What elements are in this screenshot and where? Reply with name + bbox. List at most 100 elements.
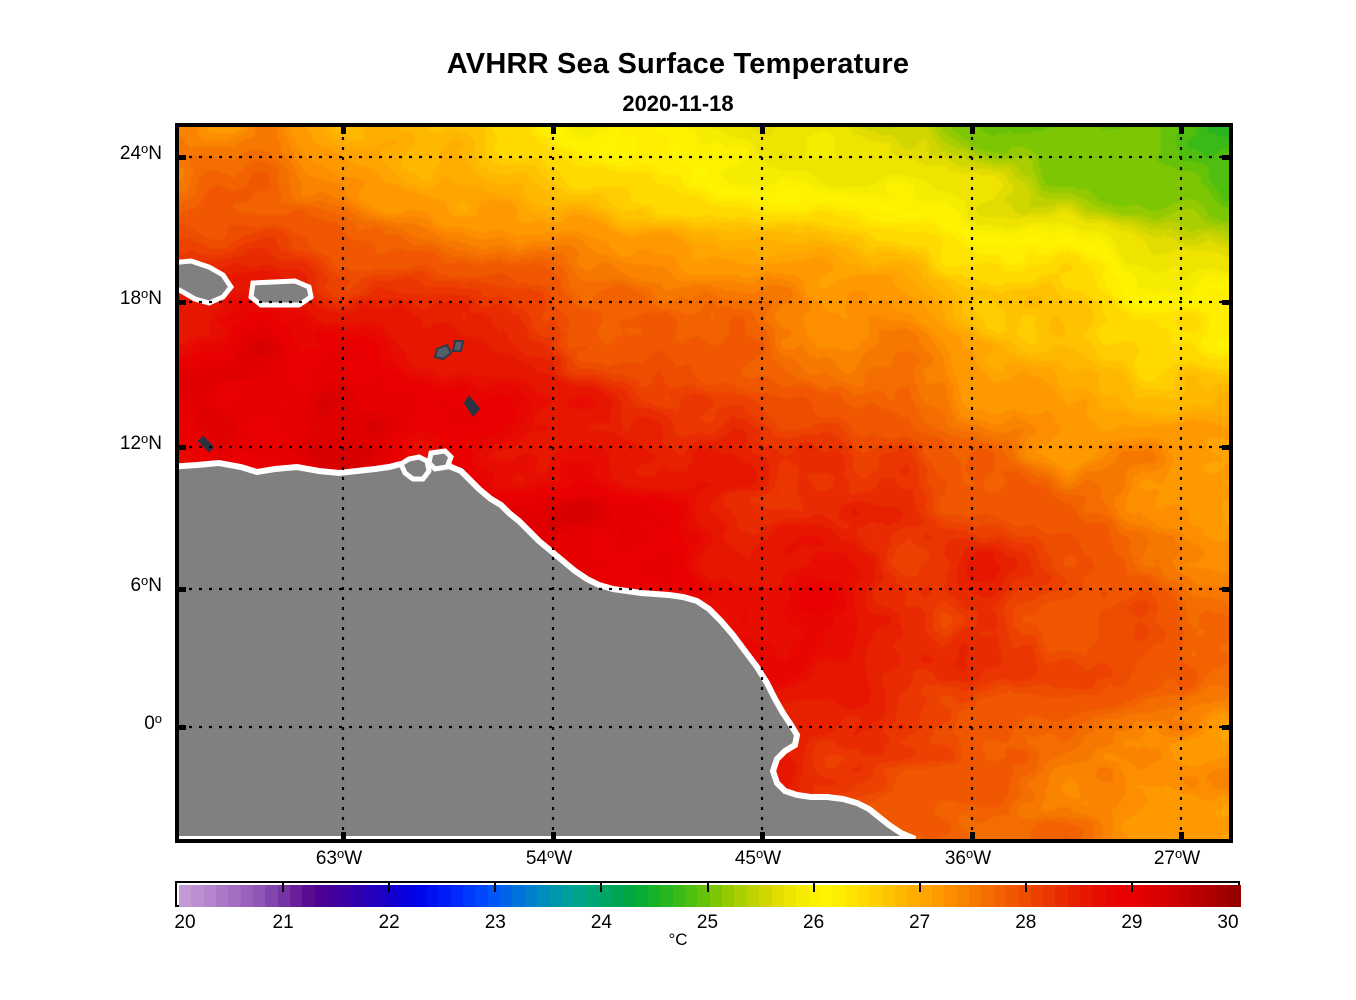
colorbar-segment bbox=[981, 885, 994, 907]
colorbar-segment bbox=[648, 885, 661, 907]
colorbar-segment bbox=[265, 885, 278, 907]
colorbar-segment bbox=[499, 885, 513, 907]
ytick-12n bbox=[175, 445, 186, 450]
colorbar-segment bbox=[845, 885, 858, 907]
xaxis-label-45w: 45oW bbox=[734, 846, 782, 869]
colorbar-segment bbox=[1191, 885, 1204, 907]
colorbar-segment bbox=[1178, 885, 1192, 907]
xtick-top-54w bbox=[551, 123, 556, 134]
colorbar-segment bbox=[969, 885, 982, 907]
colorbar-segment bbox=[660, 885, 673, 907]
ytick-right-18n bbox=[1222, 300, 1233, 305]
ytick-right-24n bbox=[1222, 155, 1233, 160]
colorbar-segment bbox=[253, 885, 266, 907]
colorbar-segment bbox=[1006, 885, 1019, 907]
colorbar-segment bbox=[351, 885, 365, 907]
yaxis-label-0: 0o bbox=[144, 711, 162, 734]
colorbar-segment bbox=[1055, 885, 1068, 907]
colorbar-tick-label: 26 bbox=[803, 912, 825, 933]
colorbar-tick bbox=[1024, 883, 1027, 892]
colorbar-segment bbox=[1228, 885, 1241, 907]
colorbar-segment bbox=[487, 885, 500, 907]
xaxis-label-27w: 27oW bbox=[1153, 846, 1201, 869]
land-mask-layer bbox=[179, 258, 917, 839]
colorbar-tick bbox=[600, 883, 603, 892]
colorbar-segment bbox=[907, 885, 920, 907]
colorbar-segment bbox=[561, 885, 574, 907]
colorbar-segment bbox=[1141, 885, 1155, 907]
colorbar-segment bbox=[425, 885, 439, 907]
colorbar-segment bbox=[882, 885, 895, 907]
colorbar-segment bbox=[290, 885, 303, 907]
xaxis-label-36w: 36oW bbox=[944, 846, 992, 869]
colorbar-segment bbox=[857, 885, 871, 907]
colorbar-segment bbox=[1215, 885, 1229, 907]
colorbar-tick bbox=[388, 883, 391, 892]
colorbar-tick-label: 21 bbox=[272, 912, 294, 933]
xaxis-label-54w: 54oW bbox=[525, 846, 573, 869]
colorbar-segment bbox=[314, 885, 328, 907]
colorbar-segment bbox=[574, 885, 587, 907]
colorbar-unit-label: °C bbox=[668, 930, 688, 949]
map-clip bbox=[179, 127, 1229, 839]
colorbar-segment bbox=[450, 885, 463, 907]
colorbar-segment bbox=[512, 885, 525, 907]
colorbar-segment bbox=[203, 885, 217, 907]
page-title: AVHRR Sea Surface Temperature bbox=[446, 48, 910, 80]
colorbar-frame bbox=[175, 881, 1241, 907]
colorbar-segment bbox=[611, 885, 624, 907]
ytick-right-0 bbox=[1222, 725, 1233, 730]
colorbar-gradient bbox=[179, 885, 1241, 907]
xtick-54w bbox=[551, 832, 556, 843]
colorbar-segment bbox=[1104, 885, 1118, 907]
colorbar-segment bbox=[179, 885, 192, 907]
colorbar-tick bbox=[1130, 883, 1133, 892]
colorbar-segment bbox=[475, 885, 488, 907]
colorbar-segment bbox=[1203, 885, 1216, 907]
colorbar-tick bbox=[494, 883, 497, 892]
colorbar-segment bbox=[524, 885, 537, 907]
colorbar-segment bbox=[783, 885, 797, 907]
colorbar-segment bbox=[1166, 885, 1179, 907]
colorbar-segment bbox=[228, 885, 241, 907]
hispaniola-island bbox=[179, 258, 235, 306]
colorbar-segment bbox=[1043, 885, 1056, 907]
colorbar-segment bbox=[216, 885, 229, 907]
colorbar-segment bbox=[685, 885, 698, 907]
colorbar-segment bbox=[623, 885, 636, 907]
colorbar-segment bbox=[919, 885, 932, 907]
colorbar-segment bbox=[1117, 885, 1130, 907]
colorbar-segment bbox=[438, 885, 451, 907]
ytick-right-12n bbox=[1222, 445, 1233, 450]
colorbar-tick-label: 28 bbox=[1015, 912, 1037, 933]
yaxis-label-24n: 24oN bbox=[119, 141, 162, 164]
colorbar-segment bbox=[956, 885, 969, 907]
colorbar-segment bbox=[944, 885, 957, 907]
yaxis-label-12n: 12oN bbox=[119, 431, 162, 454]
colorbar-tick bbox=[282, 883, 285, 892]
colorbar-tick-label: 30 bbox=[1217, 912, 1239, 933]
colorbar-segment bbox=[709, 885, 723, 907]
colorbar-segment bbox=[796, 885, 809, 907]
colorbar-segment bbox=[364, 885, 377, 907]
colorbar-segment bbox=[894, 885, 908, 907]
colorbar-segment bbox=[586, 885, 599, 907]
colorbar-segment bbox=[734, 885, 747, 907]
map-plot-area[interactable] bbox=[175, 123, 1233, 843]
puerto-rico-island bbox=[248, 278, 314, 308]
ytick-6n bbox=[175, 587, 186, 592]
colorbar[interactable] bbox=[175, 881, 1241, 907]
colorbar-tick-label: 20 bbox=[174, 912, 196, 933]
colorbar-segment bbox=[413, 885, 426, 907]
colorbar-segment bbox=[746, 885, 760, 907]
colorbar-segment bbox=[808, 885, 821, 907]
xaxis-label-63w: 63oW bbox=[315, 846, 363, 869]
ytick-right-6n bbox=[1222, 587, 1233, 592]
colorbar-tick-label: 29 bbox=[1121, 912, 1143, 933]
lesser-antilles-dominica bbox=[451, 340, 465, 352]
colorbar-segment bbox=[820, 885, 834, 907]
colorbar-tick-label: 27 bbox=[909, 912, 931, 933]
colorbar-segment bbox=[388, 885, 402, 907]
colorbar-segment bbox=[1154, 885, 1167, 907]
